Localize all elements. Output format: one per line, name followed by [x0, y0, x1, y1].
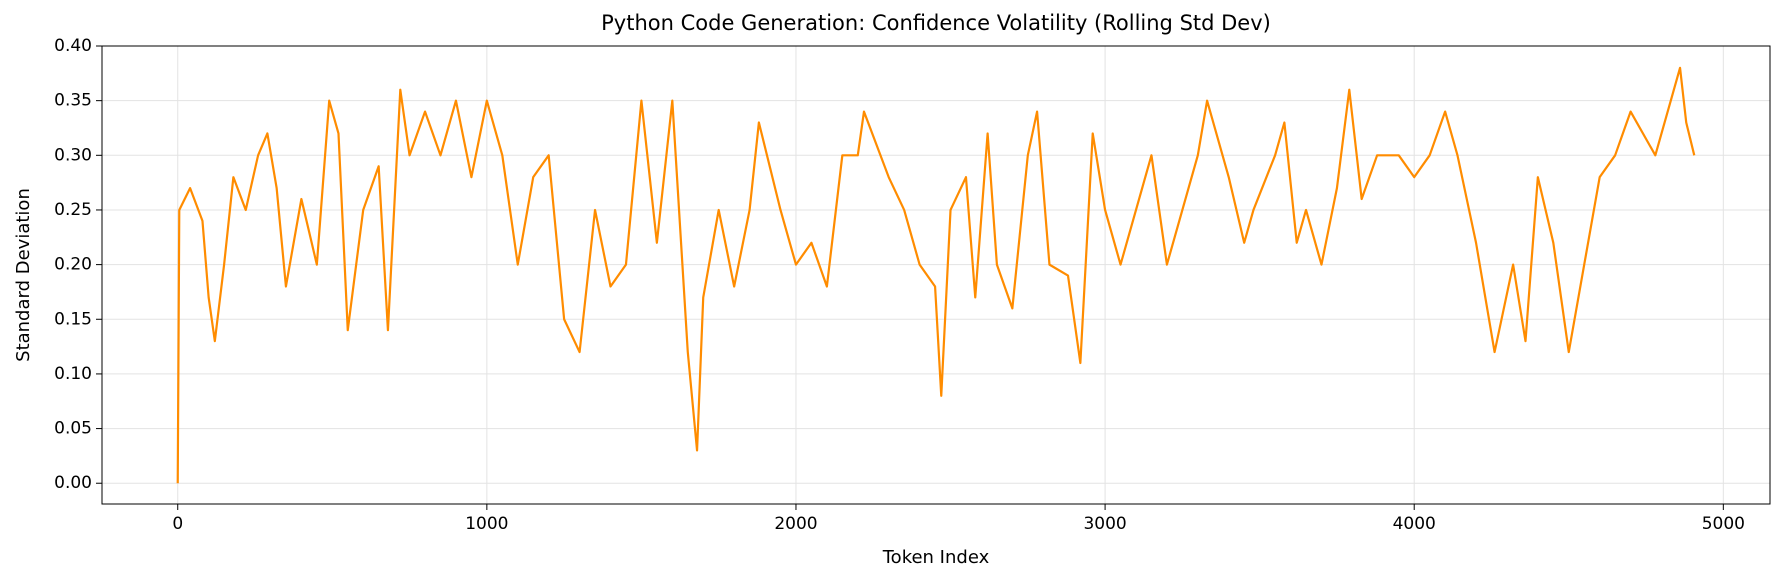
y-tick-label: 0.10: [54, 364, 92, 384]
y-axis-label: Standard Deviation: [13, 188, 34, 362]
y-tick-label: 0.05: [54, 419, 92, 439]
x-tick-label: 0: [172, 514, 183, 534]
x-tick-label: 4000: [1393, 514, 1436, 534]
y-tick-label: 0.00: [54, 473, 92, 493]
x-tick-label: 5000: [1702, 514, 1745, 534]
plot-frame: [101, 45, 1771, 505]
x-tick-label: 3000: [1083, 514, 1126, 534]
y-tick-label: 0.15: [54, 309, 92, 329]
y-tick-label: 0.25: [54, 200, 92, 220]
y-tick-label: 0.35: [54, 91, 92, 111]
y-tick-label: 0.30: [54, 145, 92, 165]
x-tick-label: 1000: [465, 514, 508, 534]
y-tick-label: 0.20: [54, 255, 92, 275]
data-line: [176, 66, 1696, 484]
x-axis-label: Token Index: [882, 547, 990, 568]
y-tick-label: 0.40: [54, 36, 92, 56]
chart-title: Python Code Generation: Confidence Volat…: [601, 11, 1271, 35]
x-tick-label: 2000: [774, 514, 817, 534]
